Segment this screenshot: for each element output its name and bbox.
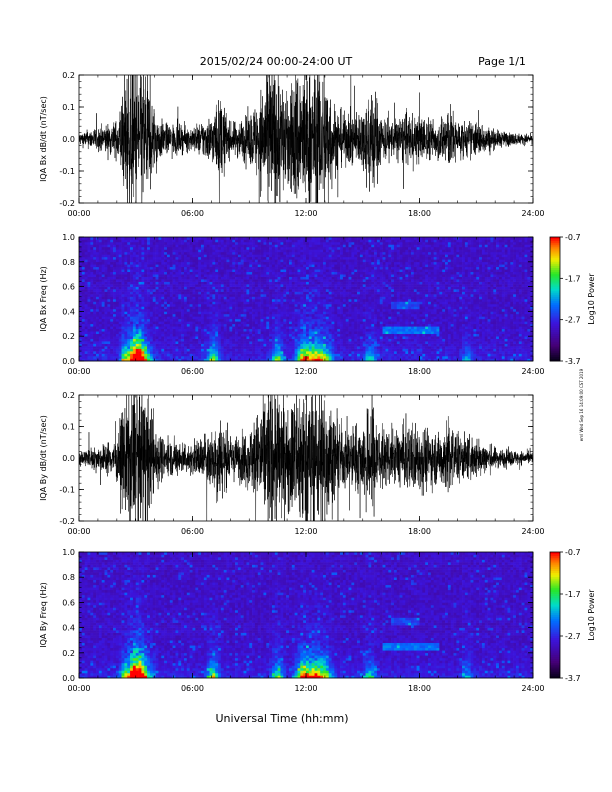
y-tick-label: -0.2 — [59, 517, 75, 526]
y-tick-label: -0.1 — [59, 167, 75, 176]
y-axis-label: IQA Bx Freq (Hz) — [39, 266, 48, 332]
y-tick-label: 1.0 — [62, 548, 75, 557]
y-axis-label: IQA By Freq (Hz) — [39, 582, 48, 648]
x-tick-label: 18:00 — [408, 367, 431, 376]
y-tick-label: 0.4 — [62, 307, 75, 316]
waveform-trace — [79, 395, 533, 521]
y-tick-label: 0.0 — [62, 674, 75, 683]
colorbar-tick-label: -3.7 — [565, 357, 581, 366]
y-axis-label: IQA Bx dB/dt (nT/sec) — [39, 96, 48, 182]
y-tick-label: 0.6 — [62, 283, 75, 292]
x-tick-label: 24:00 — [521, 527, 544, 536]
y-tick-label: -0.2 — [59, 199, 75, 208]
colorbar-tick-label: -0.7 — [565, 233, 581, 242]
x-tick-label: 06:00 — [181, 209, 204, 218]
colorbar: -0.7 -1.7 -2.7 -3.7 Log10 Power — [549, 233, 596, 366]
x-tick-label: 00:00 — [67, 367, 90, 376]
x-tick-label: 00:00 — [67, 527, 90, 536]
spectrogram-cells — [79, 237, 534, 362]
spectrogram-cells — [79, 552, 534, 679]
y-tick-label: 0.8 — [62, 573, 75, 582]
colorbar-tick-label: -1.7 — [565, 590, 581, 599]
panel-bx-dbdt: -0.2 -0.1 0.0 0.1 0.2 00:00 06:00 12:00 18:00 24:… — [39, 71, 545, 218]
y-tick-label: 0.0 — [62, 454, 75, 463]
y-tick-label: 0.4 — [62, 624, 75, 633]
y-tick-label: 0.6 — [62, 598, 75, 607]
y-tick-label: -0.1 — [59, 486, 75, 495]
colorbar-tick-label: -1.7 — [565, 274, 581, 283]
x-tick-label: 06:00 — [181, 684, 204, 693]
colorbar-label: Log10 Power — [587, 273, 596, 325]
panel-bx-spectrogram: -0.7 -1.7 -2.7 -3.7 Log10 Power 0.0 0.2 0.4 0.6 0… — [39, 233, 596, 376]
x-tick-label: 12:00 — [294, 684, 317, 693]
x-tick-label: 00:00 — [67, 684, 90, 693]
colorbar-tick-label: -2.7 — [565, 316, 581, 325]
y-tick-label: 0.0 — [62, 135, 75, 144]
y-tick-label: 0.2 — [62, 71, 75, 80]
x-tick-label: 00:00 — [67, 209, 90, 218]
generation-stamp: eml Wed Sep 16 14:09:00 CST 2019 — [579, 368, 584, 441]
y-tick-label: 1.0 — [62, 233, 75, 242]
panel-by-spectrogram: -0.7 -1.7 -2.7 -3.7 Log10 Power 0.0 0.2 0.4 0.6 0… — [39, 548, 596, 693]
y-tick-label: 0.0 — [62, 357, 75, 366]
y-tick-label: 0.1 — [62, 423, 75, 432]
colorbar-tick-label: -2.7 — [565, 632, 581, 641]
page-number: Page 1/1 — [478, 55, 526, 68]
x-axis-title: Universal Time (hh:mm) — [216, 712, 349, 725]
panel-by-dbdt: -0.2 -0.1 0.0 0.1 0.2 00:00 06:00 12:00 18:00 24:… — [39, 391, 545, 536]
x-tick-label: 12:00 — [294, 527, 317, 536]
x-tick-label: 18:00 — [408, 527, 431, 536]
y-tick-label: 0.2 — [62, 332, 75, 341]
x-tick-label: 24:00 — [521, 367, 544, 376]
x-tick-label: 18:00 — [408, 684, 431, 693]
colorbar-tick-label: -0.7 — [565, 548, 581, 557]
date-range-title: 2015/02/24 00:00-24:00 UT — [200, 55, 353, 68]
x-tick-label: 24:00 — [521, 209, 544, 218]
x-tick-label: 12:00 — [294, 367, 317, 376]
colorbar: -0.7 -1.7 -2.7 -3.7 Log10 Power — [549, 548, 596, 683]
y-tick-label: 0.1 — [62, 103, 75, 112]
x-tick-label: 12:00 — [294, 209, 317, 218]
x-tick-label: 24:00 — [521, 684, 544, 693]
y-tick-label: 0.8 — [62, 258, 75, 267]
waveform-trace — [79, 75, 533, 203]
y-tick-label: 0.2 — [62, 391, 75, 400]
colorbar-tick-label: -3.7 — [565, 674, 581, 683]
colorbar-label: Log10 Power — [587, 589, 596, 641]
y-tick-label: 0.2 — [62, 649, 75, 658]
y-axis-label: IQA By dB/dt (nT/sec) — [39, 415, 48, 501]
x-tick-label: 06:00 — [181, 367, 204, 376]
x-tick-label: 06:00 — [181, 527, 204, 536]
x-tick-label: 18:00 — [408, 209, 431, 218]
